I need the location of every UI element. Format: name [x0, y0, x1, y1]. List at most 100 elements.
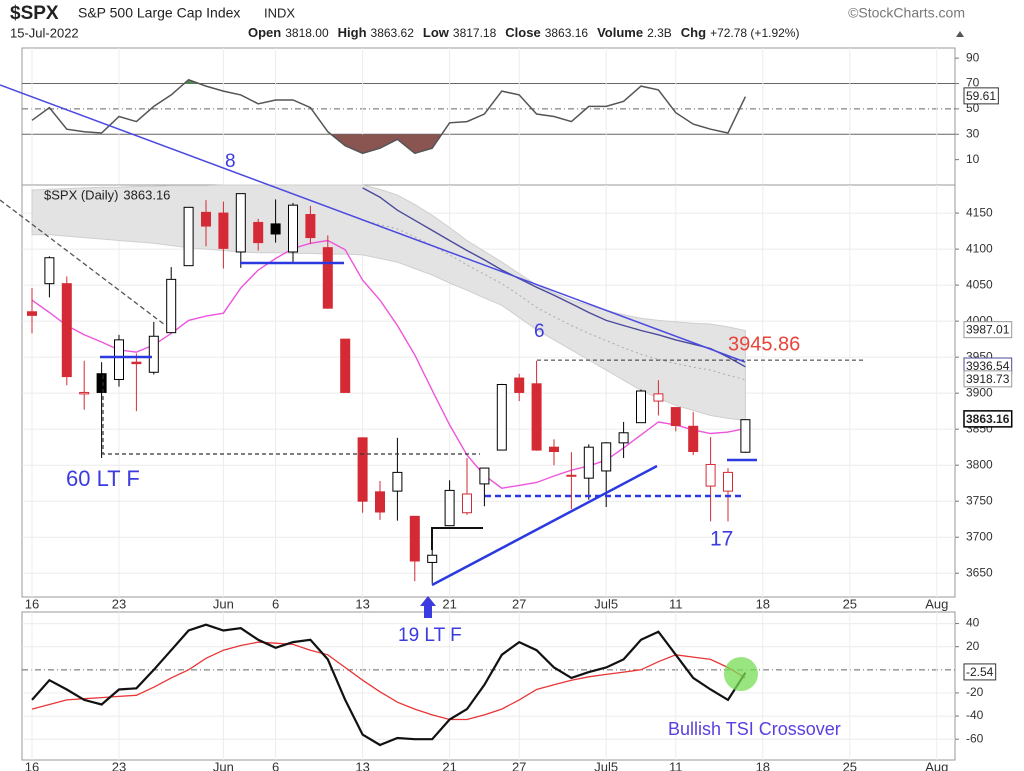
- annotation: 60 LT F: [66, 466, 140, 491]
- candle-body: [688, 425, 699, 453]
- x-tick-label: 27: [512, 759, 526, 771]
- stat-label: High: [338, 25, 367, 40]
- candle-body: [601, 442, 612, 472]
- candle-body: [44, 257, 55, 285]
- last-value-box: [963, 87, 999, 105]
- credit: ©StockCharts.com: [848, 5, 965, 21]
- legend-value: 3863.16: [123, 187, 170, 202]
- x-tick-label: Jul5: [594, 596, 618, 611]
- header: $SPX S&P 500 Large Cap Index INDX ©Stock…: [10, 3, 965, 40]
- stat-value: +72.78 (+1.92%): [710, 26, 799, 40]
- candle-body: [636, 390, 646, 424]
- candle-body: [583, 446, 594, 479]
- moving-average: [362, 219, 746, 381]
- x-tick-label: 18: [756, 759, 770, 771]
- candle-body: [131, 361, 142, 365]
- candle-body: [253, 221, 264, 244]
- stat-value: 2.3B: [647, 26, 672, 40]
- candle-body: [357, 437, 368, 502]
- annotation: 17: [710, 528, 733, 551]
- candle-body: [618, 432, 629, 444]
- panel-frame: [21, 184, 956, 598]
- x-tick-label: Jun: [213, 759, 234, 771]
- under-layer: 1030507090365037003750380038503900395040…: [21, 47, 993, 771]
- last-value-box: [963, 663, 997, 681]
- trend-lines: [0, 84, 758, 691]
- candle-body: [705, 463, 716, 487]
- candle-body: [392, 471, 403, 492]
- candle-body: [514, 377, 525, 393]
- panel-frame: [21, 47, 956, 186]
- y-tick-label: 30: [966, 126, 980, 140]
- last-value-label: 3987.01: [966, 323, 1010, 337]
- last-value-label: 3918.73: [966, 372, 1010, 386]
- x-tick-label: 6: [272, 759, 279, 771]
- y-tick-label: 4150: [966, 205, 993, 219]
- y-tick-label: -60: [966, 731, 984, 745]
- stat-label: Volume: [597, 25, 643, 40]
- candle-body: [322, 247, 333, 309]
- candle-body: [79, 391, 90, 395]
- x-tick-label: 11: [669, 759, 683, 771]
- y-tick-label: 4100: [966, 241, 993, 255]
- candle-body: [288, 204, 298, 253]
- stat-label: Close: [505, 25, 540, 40]
- y-tick-label: 4050: [966, 277, 993, 291]
- y-tick-label: 40: [966, 616, 980, 630]
- x-tick-label: Jun: [213, 596, 234, 611]
- candle-body: [61, 283, 72, 378]
- rsi-oversold-fill: [330, 134, 442, 154]
- channel-band: [31, 184, 746, 422]
- panel-frame: [21, 611, 956, 761]
- x-tick-label: Aug: [925, 759, 948, 771]
- candle-body: [218, 212, 229, 249]
- x-tick-label: Aug: [925, 596, 948, 611]
- trend-line: [0, 84, 746, 363]
- stat-value: 3818.00: [285, 26, 329, 40]
- y-tick-label: 3750: [966, 493, 993, 507]
- candle-body: [723, 471, 733, 492]
- y-tick-label: 20: [966, 639, 980, 653]
- arrow: [420, 596, 436, 618]
- candle-body: [375, 491, 385, 513]
- y-tick-label: -20: [966, 685, 984, 699]
- candle-body: [27, 311, 37, 316]
- tsi-line: [31, 641, 746, 721]
- x-tick-label: 23: [112, 759, 126, 771]
- candle-body: [653, 393, 664, 402]
- annotation: 8: [225, 151, 236, 172]
- candle-body: [305, 214, 316, 239]
- candle-body: [444, 489, 455, 527]
- candle-body: [462, 493, 472, 514]
- x-tick-label: 11: [669, 596, 683, 611]
- exchange: INDX: [264, 5, 295, 20]
- x-tick-label: 27: [512, 596, 526, 611]
- x-tick-label: 23: [112, 596, 126, 611]
- candle-body: [427, 554, 438, 563]
- candle-body: [479, 467, 490, 485]
- last-value-box: [963, 370, 1013, 388]
- stat-value: 3817.18: [453, 26, 497, 40]
- y-tick-label: 3700: [966, 529, 993, 543]
- collapse-icon[interactable]: [956, 31, 964, 37]
- y-tick-label: 3800: [966, 457, 993, 471]
- last-value-label: -2.54: [966, 665, 994, 679]
- y-tick-label: 10: [966, 152, 980, 166]
- stat-label: Chg: [681, 25, 706, 40]
- annotation: 6: [534, 321, 545, 342]
- uptrend-line: [431, 464, 658, 587]
- candle-body: [531, 383, 542, 451]
- index-name: S&P 500 Large Cap Index: [78, 5, 240, 21]
- symbol: $SPX: [10, 3, 59, 24]
- y-tick-label: 50: [966, 101, 980, 115]
- date: 15-Jul-2022: [10, 25, 79, 40]
- y-tick-label: 70: [966, 76, 980, 90]
- stat-label: Open: [248, 25, 281, 40]
- last-value-box: [963, 321, 1013, 339]
- x-tick-label: 21: [442, 596, 456, 611]
- x-tick-label: 13: [355, 759, 369, 771]
- candle-body: [270, 223, 281, 235]
- x-tick-label: 16: [25, 759, 39, 771]
- candle-body: [148, 335, 159, 373]
- last-value-label: 59.61: [966, 89, 996, 103]
